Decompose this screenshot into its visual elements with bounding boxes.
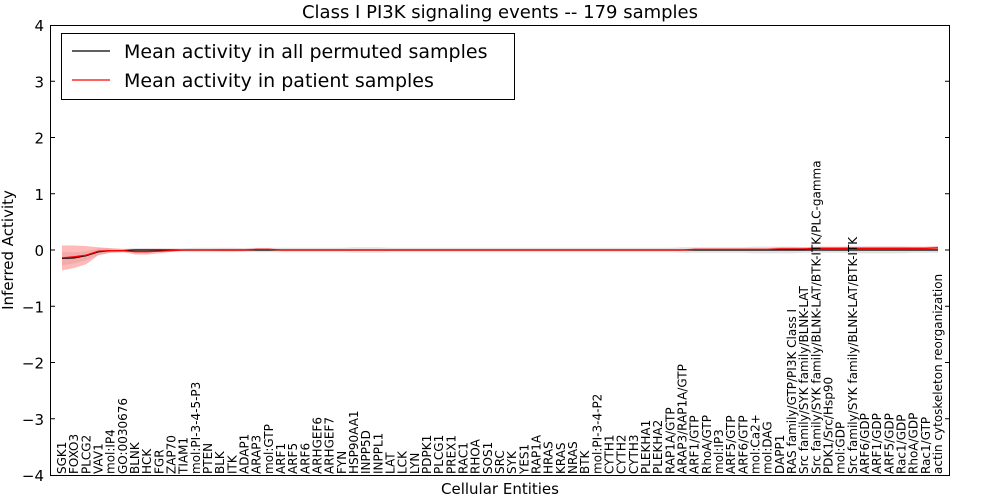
x-category-label: NRAS [566, 441, 580, 474]
y-tick-label: −1 [22, 298, 44, 316]
x-category-label: ARF5/GTP [724, 415, 738, 474]
x-category-label: ARF1/GTP [688, 415, 702, 474]
x-category-label: RAP1A/GTP [663, 407, 677, 474]
x-category-label: LYN [408, 453, 422, 474]
x-category-label: HSP90AA1 [347, 410, 361, 474]
x-category-label: RAP1A [530, 434, 544, 474]
x-category-label: ARF6 [298, 443, 312, 474]
x-category-label: RhoA/GDP [907, 413, 921, 474]
x-category-label: INPPL1 [371, 433, 385, 474]
x-category-label: BTK [578, 449, 592, 474]
x-category-label: BLNK [128, 441, 142, 474]
y-tick-label: −4 [22, 467, 44, 485]
x-category-label: PDPK1 [420, 435, 434, 474]
x-category-label: FYN [335, 451, 349, 474]
legend-frame [61, 33, 515, 100]
x-category-label: ARHGEF6 [311, 417, 325, 474]
x-axis-category-labels: SGK1FOXO3PLCG2VAV1mol:IP4GO:0030676BLNKH… [55, 160, 945, 475]
x-category-label: actin cytoskeleton reorganization [931, 274, 945, 474]
y-tick-label: 2 [34, 130, 44, 148]
y-tick-label: −3 [22, 411, 44, 429]
y-tick-label: 3 [34, 73, 44, 91]
y-axis-label: Inferred Activity [0, 190, 17, 310]
chart-title: Class I PI3K signaling events -- 179 sam… [302, 2, 698, 23]
permuted-band [62, 246, 938, 266]
x-category-label: Src family/SYK family/BLNK-LAT [797, 285, 811, 474]
x-category-label: LCK [396, 450, 410, 474]
x-category-label: PREX1 [444, 435, 458, 474]
x-category-label: Src family/SYK family/BLNK-LAT/BTK-ITK [846, 236, 860, 474]
x-category-label: ARF1 [274, 443, 288, 474]
x-category-label: ARF6/GDP [858, 413, 872, 474]
x-category-label: ARF1/GDP [870, 413, 884, 474]
x-category-label: CYTH2 [615, 435, 629, 475]
x-category-label: mol:IP3 [712, 429, 726, 474]
x-category-label: INPP5D [359, 430, 373, 474]
x-category-label: ARF5 [286, 443, 300, 474]
x-category-label: TIAM1 [177, 437, 191, 475]
x-category-label: RhoA/GTP [700, 415, 714, 474]
x-category-label: mol:IP4 [104, 429, 118, 474]
legend: Mean activity in all permuted samples Me… [61, 33, 515, 100]
x-category-label: SOS1 [481, 442, 495, 474]
x-category-label: Rac1/GTP [919, 417, 933, 474]
x-category-label: ITK [225, 454, 239, 474]
x-category-label: SYK [505, 450, 519, 474]
x-category-label: PDK1/Src/Hsp90 [822, 377, 836, 474]
patient-mean-line [61, 247, 939, 259]
x-category-label: SRC [493, 450, 507, 474]
x-axis-label: Cellular Entities [441, 480, 559, 498]
x-category-label: LAT [384, 452, 398, 474]
series-lines [61, 247, 939, 260]
x-category-label: RHOA [469, 438, 483, 474]
x-category-label: ZAP70 [165, 435, 179, 474]
x-category-label: CYTH1 [603, 435, 617, 475]
x-category-label: PLEKHA1 [639, 420, 653, 474]
y-tick-label: −2 [22, 355, 44, 373]
x-category-label: Rac1/GDP [895, 415, 909, 474]
x-category-label: mol:PI-3-4-P2 [590, 394, 604, 474]
x-category-label: HCK [140, 448, 154, 474]
x-category-label: PLCG1 [432, 435, 446, 474]
legend-label-permuted: Mean activity in all permuted samples [124, 41, 487, 63]
y-tick-label: 4 [34, 17, 44, 35]
x-category-label: ADAP1 [238, 434, 252, 474]
x-category-label: mol:GDP [834, 422, 848, 474]
plot-frame [50, 25, 950, 476]
x-category-label: ARAP3 [250, 435, 264, 474]
y-tick-label: 1 [34, 186, 44, 204]
x-category-label: GO:0030676 [116, 398, 130, 474]
x-category-label: ARF6/GTP [736, 415, 750, 474]
x-category-label: VAV1 [92, 443, 106, 474]
x-category-label: KRAS [554, 442, 568, 474]
x-category-label: mol:PI-3-4-5-P3 [189, 382, 203, 474]
x-category-label: FOXO3 [67, 434, 81, 474]
x-category-label: mol:DAG [761, 421, 775, 474]
x-category-label: mol:Ca2+ [749, 414, 763, 474]
x-category-label: ARHGEF7 [323, 417, 337, 474]
x-category-label: mol:GTP [262, 424, 276, 474]
x-category-label: SGK1 [55, 442, 69, 474]
x-category-label: HRAS [542, 441, 556, 474]
x-category-label: ARAP3/RAP1A/GTP [676, 364, 690, 474]
legend-label-patient: Mean activity in patient samples [124, 70, 434, 92]
x-category-label: Src family/SYK family/BLNK-LAT/BTK-ITK/P… [809, 160, 823, 474]
x-category-label: PTEN [201, 443, 215, 474]
x-category-label: RAS family/GTP/PI3K Class I [785, 309, 799, 474]
x-category-label: FGR [152, 449, 166, 474]
x-category-label: RAC1 [457, 442, 471, 474]
x-category-label: DAPP1 [773, 435, 787, 474]
y-tick-label: 0 [34, 242, 44, 260]
x-category-label: CYTH3 [627, 435, 641, 475]
x-category-label: YES1 [517, 444, 531, 475]
x-category-label: BLK [213, 450, 227, 474]
x-category-label: ARF5/GDP [882, 413, 896, 474]
x-category-label: PLCG2 [79, 435, 93, 474]
x-category-label: PLEKHA2 [651, 420, 665, 474]
